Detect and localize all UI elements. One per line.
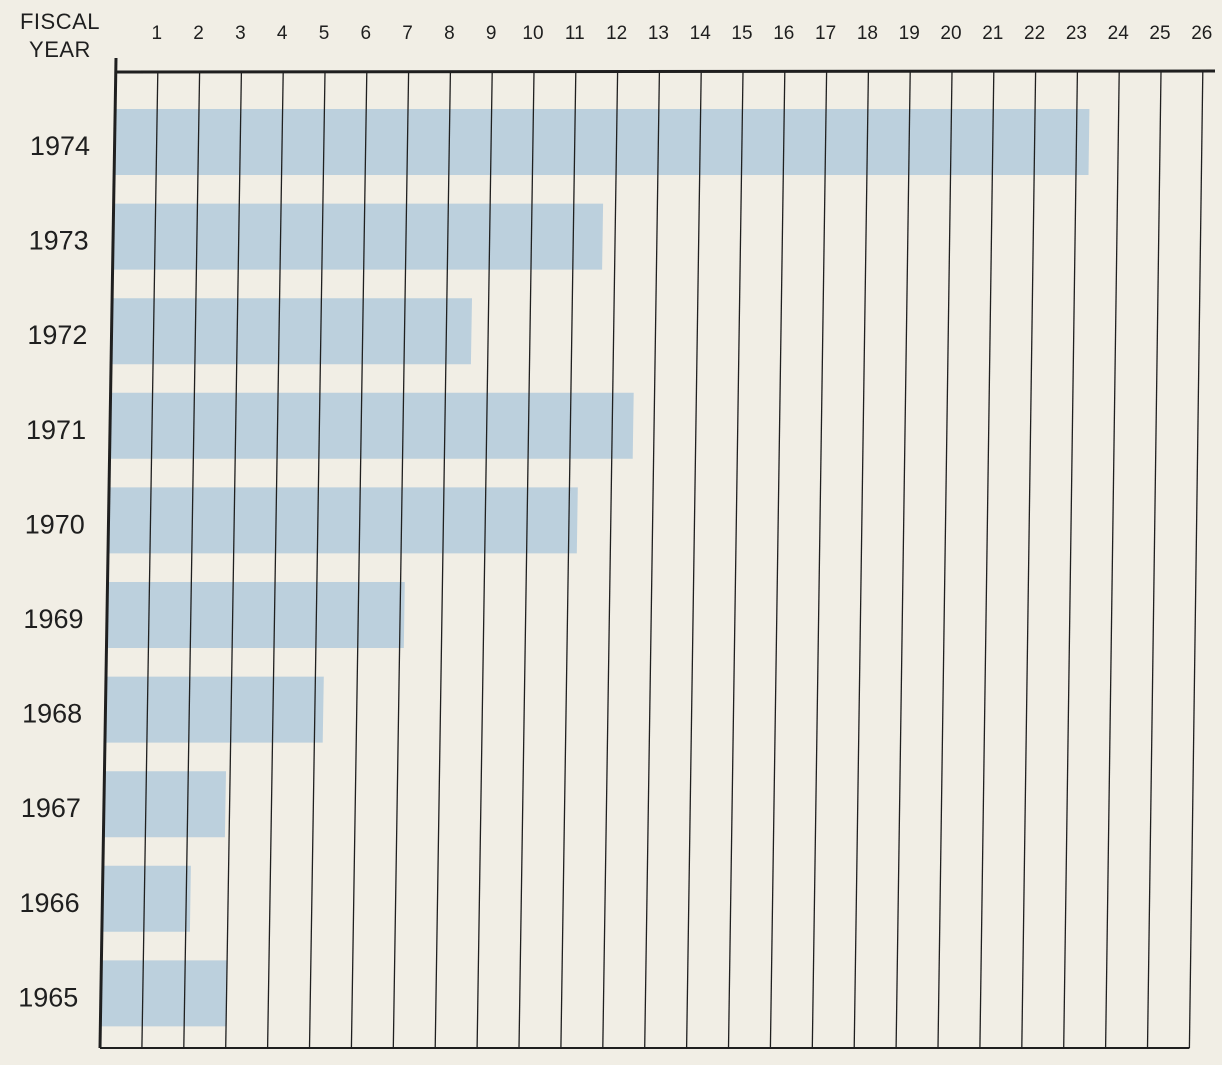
grid-line-5	[308, 71, 326, 1049]
x-tick-label: 18	[857, 23, 878, 44]
y-category-label: 1967	[21, 793, 81, 823]
axes-layer	[98, 57, 1216, 1049]
grid-line-8	[434, 71, 452, 1049]
x-tick-label: 17	[815, 23, 836, 44]
bar-1973	[112, 203, 604, 270]
grid-line-23	[1063, 71, 1079, 1049]
y-category-label: 1969	[23, 604, 83, 634]
x-tick-label: 11	[565, 23, 585, 44]
bar-1969	[106, 582, 405, 648]
x-tick-label: 4	[277, 23, 288, 44]
x-tick-label: 16	[773, 23, 794, 44]
y-category-label: 1968	[22, 699, 82, 729]
x-tick-label: 26	[1191, 23, 1212, 44]
y-category-label: 1970	[25, 509, 85, 539]
y-category-labels: 1974 1973 1972 1971 1970 1969 1968 1967 1966 1965	[18, 131, 90, 1012]
grid-line-7	[392, 71, 410, 1049]
y-category-label: 1973	[29, 226, 89, 256]
x-tick-labels: 1 2 3 4 5 6 7 8 9 10 11 12 13 14 15 16 17 18 19 20 21 22 23 24 2…	[152, 23, 1213, 44]
x-tick-label: 5	[319, 23, 330, 44]
bars-layer	[100, 109, 1090, 1027]
x-tick-label: 9	[486, 23, 497, 44]
x-tick-label: 13	[648, 23, 669, 44]
grid-line-17	[811, 71, 828, 1049]
bar-1965	[100, 960, 228, 1027]
bar-1974	[114, 109, 1090, 175]
x-tick-label: 14	[690, 23, 712, 44]
x-tick-label: 3	[235, 23, 246, 44]
y-axis-title: FISCAL YEAR	[8, 8, 112, 64]
x-tick-label: 6	[361, 23, 372, 44]
x-tick-label: 19	[899, 23, 920, 44]
x-tick-label: 8	[444, 23, 455, 44]
grid-line-13	[644, 71, 661, 1049]
grid-line-10	[518, 71, 535, 1049]
x-tick-label: 10	[522, 23, 543, 44]
bar-1970	[108, 487, 578, 554]
grid-line-16	[769, 71, 786, 1049]
x-tick-label: 7	[402, 23, 413, 44]
grid-line-15	[727, 71, 744, 1049]
x-tick-label: 2	[193, 23, 204, 44]
y-axis-title-line-2: YEAR	[29, 37, 91, 62]
grid-line-24	[1104, 71, 1120, 1049]
grid-line-14	[685, 71, 702, 1049]
bar-1967	[103, 771, 226, 838]
grid-line-4	[266, 71, 284, 1049]
grid-line-22	[1021, 71, 1037, 1049]
y-category-label: 1972	[27, 320, 87, 350]
bar-1968	[105, 676, 324, 743]
grid-layer	[141, 71, 1204, 1049]
x-tick-label: 21	[982, 23, 1003, 44]
y-category-label: 1974	[30, 131, 90, 161]
grid-line-21	[979, 71, 995, 1049]
grid-line-2	[183, 71, 201, 1049]
y-category-label: 1971	[26, 415, 86, 445]
x-tick-label: 25	[1149, 23, 1170, 44]
grid-line-12	[602, 71, 619, 1049]
top-axis-line	[115, 69, 1216, 74]
y-category-label: 1966	[20, 888, 80, 918]
bar-1972	[111, 298, 472, 365]
x-tick-label: 15	[731, 23, 752, 44]
grid-line-26	[1188, 71, 1204, 1049]
y-axis-title-line-1: FISCAL	[19, 9, 101, 34]
x-tick-label: 23	[1066, 23, 1087, 44]
grid-line-3	[225, 71, 243, 1049]
grid-line-6	[350, 71, 368, 1049]
x-tick-label: 20	[940, 23, 961, 44]
x-tick-label: 22	[1024, 23, 1045, 44]
grid-line-9	[476, 71, 493, 1049]
left-axis-line	[98, 57, 118, 1049]
grid-line-19	[895, 71, 911, 1049]
grid-line-20	[937, 71, 953, 1049]
bar-1971	[109, 392, 634, 459]
grid-line-25	[1146, 71, 1162, 1049]
grid-line-18	[853, 71, 870, 1049]
x-tick-label: 24	[1108, 23, 1130, 44]
x-tick-label: 1	[152, 23, 163, 44]
x-tick-label: 12	[606, 23, 627, 44]
grid-line-11	[560, 71, 577, 1049]
grid-line-1	[141, 71, 159, 1049]
y-category-label: 1965	[18, 982, 78, 1012]
bar-1966	[101, 865, 191, 932]
